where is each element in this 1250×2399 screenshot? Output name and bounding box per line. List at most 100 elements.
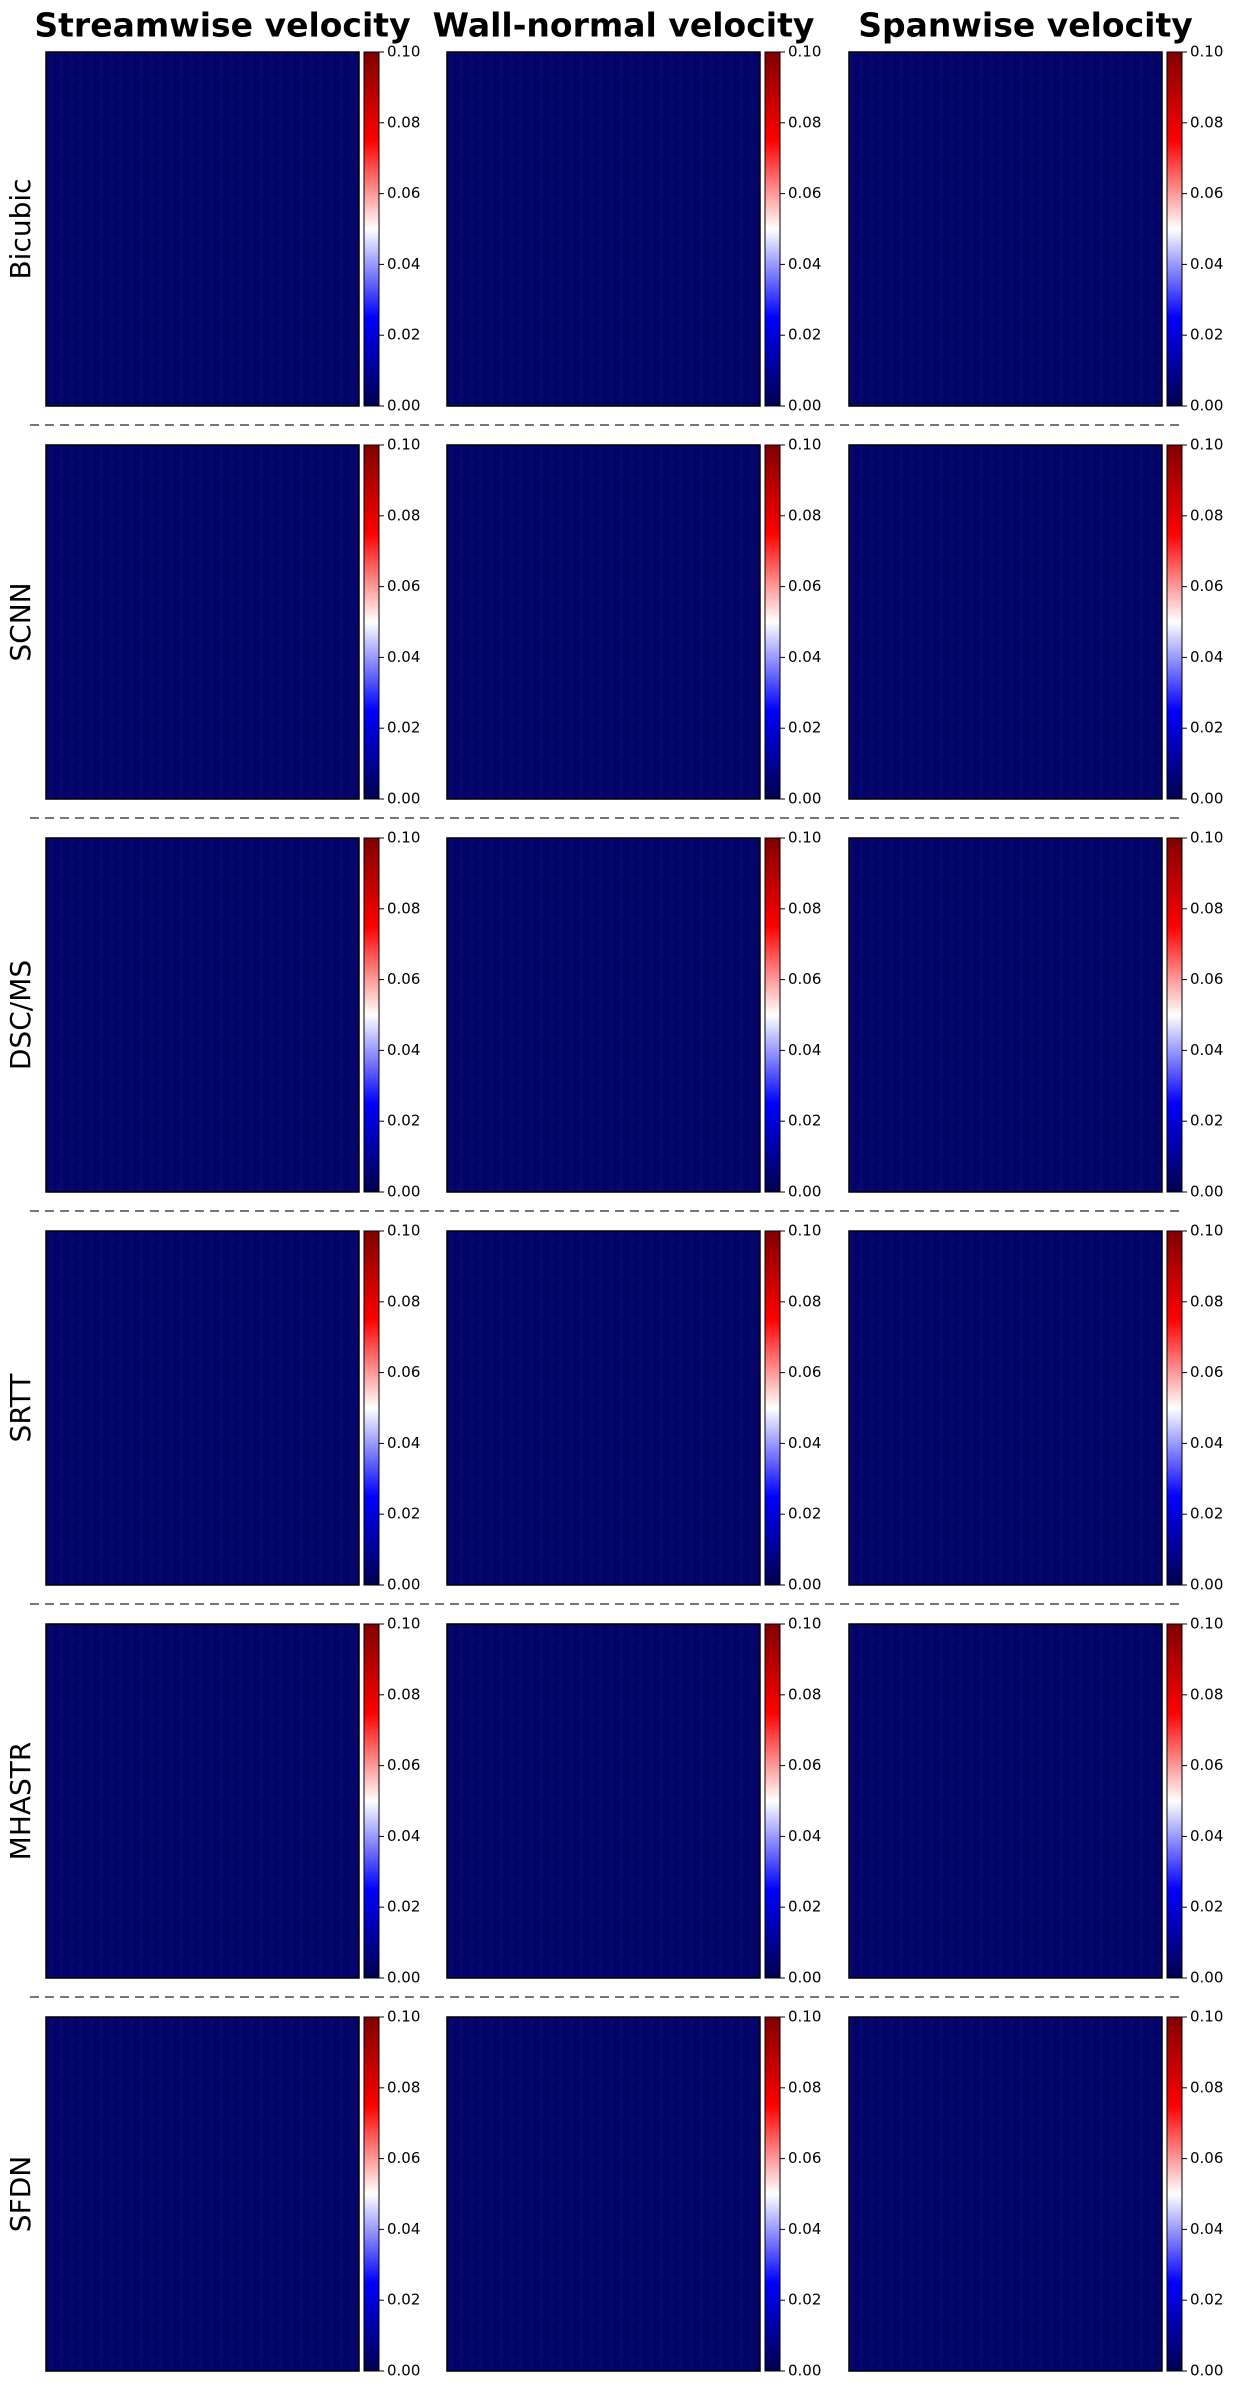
colorbar-tick-label: 0.04 [1190, 1434, 1223, 1452]
colorbar-tick-label: 0.08 [1190, 506, 1223, 524]
colorbar-tick-label: 0.06 [1190, 1363, 1223, 1381]
colorbar-tick-label: 0.08 [387, 1292, 420, 1310]
colorbar-tick-label: 0.00 [788, 1969, 821, 1987]
heatmap [45, 51, 360, 407]
heatmap [446, 51, 761, 407]
heatmap [45, 1230, 360, 1586]
colorbar [764, 2016, 781, 2372]
colorbar-tick-label: 0.08 [788, 2078, 821, 2096]
colorbar [1166, 444, 1183, 800]
colorbar-tick-label: 0.10 [387, 43, 420, 61]
colorbar-tick-label: 0.04 [788, 255, 821, 273]
colorbar-tick-label: 0.08 [387, 113, 420, 131]
colorbar-tick-label: 0.06 [1190, 1756, 1223, 1774]
colorbar [363, 1623, 380, 1979]
colorbar-tick-label: 0.02 [387, 1898, 420, 1916]
colorbar [1166, 1623, 1183, 1979]
row-label: SCNN [4, 582, 37, 661]
colorbar-tick-label: 0.10 [788, 43, 821, 61]
colorbar-tick-label: 0.08 [1190, 113, 1223, 131]
colorbar-tick-label: 0.06 [387, 1756, 420, 1774]
colorbar-tick-label: 0.08 [1190, 2078, 1223, 2096]
row-label: DSC/MS [4, 960, 37, 1070]
colorbar-tick-label: 0.02 [387, 1112, 420, 1130]
colorbar [764, 1230, 781, 1586]
colorbar-tick-label: 0.02 [387, 719, 420, 737]
heatmap [45, 2016, 360, 2372]
heatmap [446, 1230, 761, 1586]
colorbar-tick-label: 0.04 [1190, 1827, 1223, 1845]
colorbar-tick-label: 0.00 [788, 397, 821, 415]
colorbar-tick-label: 0.04 [788, 1041, 821, 1059]
colorbar-tick-label: 0.10 [1190, 43, 1223, 61]
heatmap [45, 1623, 360, 1979]
colorbar [764, 837, 781, 1193]
colorbar [1166, 1230, 1183, 1586]
colorbar-tick-label: 0.08 [788, 899, 821, 917]
colorbar-tick-label: 0.04 [387, 1827, 420, 1845]
colorbar [363, 837, 380, 1193]
colorbar-tick-label: 0.08 [1190, 1292, 1223, 1310]
colorbar-tick-label: 0.06 [788, 184, 821, 202]
colorbar [363, 2016, 380, 2372]
colorbar-tick-label: 0.06 [387, 2149, 420, 2167]
colorbar-tick-label: 0.04 [1190, 2220, 1223, 2238]
row-label: Bicubic [4, 178, 37, 279]
colorbar-tick-label: 0.04 [788, 1827, 821, 1845]
colorbar-tick-label: 0.00 [387, 1183, 420, 1201]
colorbar-tick-label: 0.00 [1190, 397, 1223, 415]
colorbar [1166, 51, 1183, 407]
colorbar [764, 51, 781, 407]
colorbar-tick-label: 0.10 [788, 2008, 821, 2026]
colorbar-tick-label: 0.04 [1190, 1041, 1223, 1059]
colorbar [764, 444, 781, 800]
colorbar-tick-label: 0.10 [1190, 1615, 1223, 1633]
colorbar-tick-label: 0.02 [788, 1112, 821, 1130]
colorbar-tick-label: 0.08 [387, 1685, 420, 1703]
colorbar-tick-label: 0.06 [387, 184, 420, 202]
colorbar-tick-label: 0.10 [1190, 829, 1223, 847]
colorbar-tick-label: 0.02 [1190, 719, 1223, 737]
colorbar-tick-label: 0.06 [387, 970, 420, 988]
column-title: Wall-normal velocity [433, 6, 815, 45]
heatmap [446, 1623, 761, 1979]
colorbar-tick-label: 0.06 [1190, 970, 1223, 988]
colorbar-tick-label: 0.06 [788, 1363, 821, 1381]
colorbar-tick-label: 0.00 [1190, 1576, 1223, 1594]
colorbar-tick-label: 0.00 [387, 397, 420, 415]
colorbar-tick-label: 0.10 [387, 829, 420, 847]
colorbar-tick-label: 0.08 [387, 2078, 420, 2096]
colorbar-tick-label: 0.02 [1190, 1898, 1223, 1916]
colorbar-tick-label: 0.06 [1190, 2149, 1223, 2167]
colorbar-tick-label: 0.10 [387, 1615, 420, 1633]
colorbar-tick-label: 0.10 [1190, 436, 1223, 454]
colorbar-tick-label: 0.08 [387, 899, 420, 917]
colorbar-tick-label: 0.00 [1190, 790, 1223, 808]
colorbar-tick-label: 0.04 [788, 648, 821, 666]
colorbar-tick-label: 0.08 [788, 113, 821, 131]
colorbar-tick-label: 0.04 [387, 2220, 420, 2238]
colorbar [363, 51, 380, 407]
heatmap [848, 837, 1163, 1193]
heatmap [848, 1230, 1163, 1586]
colorbar [1166, 837, 1183, 1193]
colorbar-tick-label: 0.08 [788, 506, 821, 524]
colorbar-tick-label: 0.02 [1190, 1112, 1223, 1130]
colorbar-tick-label: 0.04 [387, 1434, 420, 1452]
colorbar-tick-label: 0.06 [788, 1756, 821, 1774]
colorbar-tick-label: 0.06 [788, 577, 821, 595]
row-label: SRTT [4, 1373, 37, 1443]
colorbar-tick-label: 0.06 [1190, 577, 1223, 595]
heatmap [848, 2016, 1163, 2372]
colorbar-tick-label: 0.04 [1190, 255, 1223, 273]
column-title: Streamwise velocity [34, 6, 410, 45]
colorbar-tick-label: 0.00 [387, 2362, 420, 2380]
colorbar-tick-label: 0.06 [1190, 184, 1223, 202]
colorbar-tick-label: 0.08 [1190, 1685, 1223, 1703]
colorbar-tick-label: 0.10 [387, 1222, 420, 1240]
heatmap [848, 51, 1163, 407]
heatmap [45, 444, 360, 800]
colorbar-tick-label: 0.02 [788, 1505, 821, 1523]
row-label: MHASTR [4, 1742, 37, 1861]
